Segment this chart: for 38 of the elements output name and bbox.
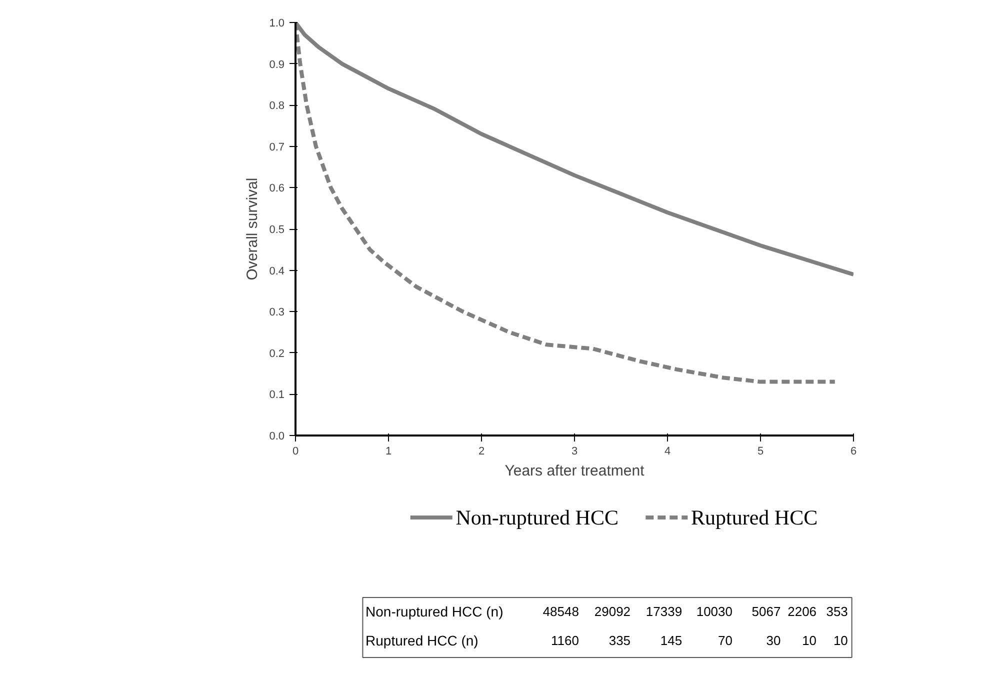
y-tick-label: 0.8	[269, 100, 285, 112]
text: 5067	[752, 604, 781, 619]
x-tick-label: 2	[478, 446, 485, 458]
text: 29092	[594, 604, 631, 619]
legend-label: Non-ruptured HCC	[456, 506, 618, 530]
y-tick-label: 0.4	[269, 265, 285, 278]
x-tick-label: 1	[385, 446, 392, 458]
text: 48548	[542, 604, 579, 619]
x-tick-label: 4	[664, 446, 671, 458]
text: 10	[802, 633, 817, 648]
x-tick-label: 6	[850, 446, 857, 458]
text: 335	[608, 633, 631, 648]
y-tick-label: 0.6	[269, 182, 285, 195]
text: 353	[826, 604, 848, 619]
text: Non-ruptured HCC (n)	[366, 604, 504, 620]
text: 30	[766, 633, 781, 648]
x-tick-label: 3	[571, 446, 578, 458]
legend-label: Ruptured HCC	[691, 506, 818, 530]
text: 10	[833, 633, 848, 648]
y-axis-title: Overall survival	[244, 178, 262, 280]
y-tick-label: 0.2	[269, 348, 285, 360]
text: 1160	[551, 633, 579, 648]
x-axis-title: Years after treatment	[504, 462, 646, 480]
text: 2206	[788, 604, 817, 619]
text: 10030	[696, 604, 732, 619]
text: 70	[718, 633, 732, 648]
text: 145	[660, 633, 682, 648]
y-tick-label: 0.0	[269, 430, 285, 442]
y-tick-label: 0.5	[269, 224, 285, 236]
y-tick-label: 0.7	[269, 141, 285, 154]
x-tick-label: 0	[292, 446, 299, 458]
text: 17339	[646, 604, 682, 619]
x-tick-label: 5	[757, 446, 764, 458]
y-tick-label: 0.1	[269, 389, 285, 402]
y-tick-label: 0.9	[269, 58, 285, 71]
y-tick-label: 1.0	[269, 18, 285, 30]
text: Ruptured HCC (n)	[366, 632, 478, 648]
y-tick-label: 0.3	[269, 306, 285, 319]
